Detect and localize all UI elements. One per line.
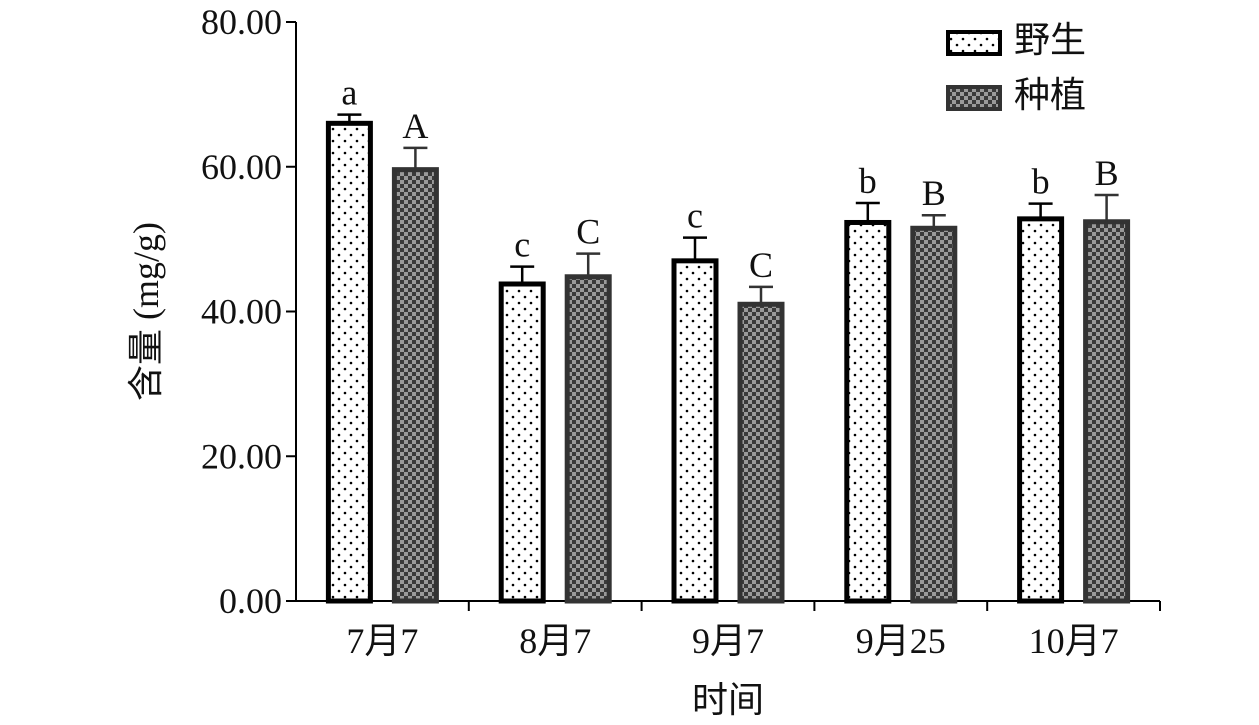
significance-label: b xyxy=(1032,162,1050,202)
significance-label: a xyxy=(341,73,357,113)
bar-wild xyxy=(325,120,373,604)
bar-wild xyxy=(671,258,719,604)
y-tick-label: 40.00 xyxy=(201,292,282,332)
x-tick-label: 10月7 xyxy=(1029,621,1119,661)
bar-cultivated xyxy=(1083,219,1131,604)
axes-group: 0.00 20.00 40.00 60.00 80.00 7月7 8月7 9月7 9月25 10月… xyxy=(201,2,1161,661)
y-tick-label: 60.00 xyxy=(201,147,282,187)
x-axis-title: 时间 xyxy=(692,680,764,720)
legend-swatch xyxy=(946,85,1002,111)
y-tick-label: 80.00 xyxy=(201,2,282,42)
x-tick-label: 7月7 xyxy=(346,621,418,661)
bar-wild xyxy=(498,281,546,604)
significance-label: B xyxy=(922,173,946,213)
significance-label: c xyxy=(514,225,530,265)
x-tick-label: 9月25 xyxy=(856,621,946,661)
bar-cultivated xyxy=(564,274,612,604)
bar-cultivated xyxy=(910,225,958,604)
significance-label: C xyxy=(576,212,600,252)
significance-label: b xyxy=(859,161,877,201)
x-tick-label: 9月7 xyxy=(692,621,764,661)
significance-label: C xyxy=(749,245,773,285)
bar-cultivated xyxy=(737,301,785,604)
y-tick-label: 20.00 xyxy=(201,436,282,476)
x-tick-label: 8月7 xyxy=(519,621,591,661)
y-axis-title: 含量 (mg/g) xyxy=(126,222,166,401)
significance-label: B xyxy=(1095,153,1119,193)
bar-wild xyxy=(844,219,892,604)
legend-label: 种植 xyxy=(1014,75,1086,115)
significance-label: c xyxy=(687,196,703,236)
bar-cultivated xyxy=(391,167,439,604)
y-tick-label: 0.00 xyxy=(219,581,282,621)
bar-wild xyxy=(1017,216,1065,604)
legend-label: 野生 xyxy=(1014,20,1086,60)
legend-swatch xyxy=(946,30,1002,56)
significance-label: A xyxy=(402,106,428,146)
